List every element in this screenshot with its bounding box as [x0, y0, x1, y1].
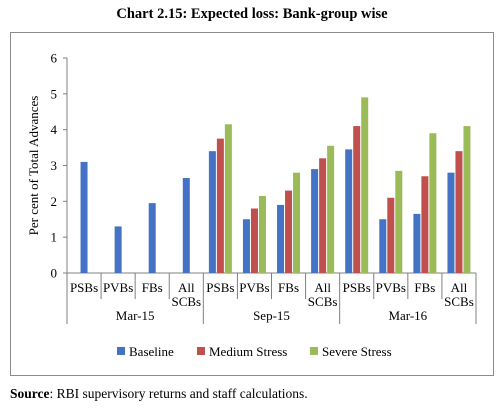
x-tick-label-1: PSBs — [70, 280, 98, 295]
bar-baseline-11 — [413, 213, 421, 273]
y-tick-label-6: 6 — [51, 51, 58, 66]
bar-baseline-6 — [242, 219, 250, 273]
group-label-3: Mar-16 — [388, 308, 427, 323]
bar-baseline-8 — [311, 169, 319, 273]
legend-label-severe-stress: Severe Stress — [322, 344, 392, 359]
bar-medium-stress-6 — [250, 208, 258, 273]
group-label-1: Mar-15 — [116, 308, 155, 323]
x-tick-label-5: PSBs — [206, 280, 234, 295]
source-note: Source: RBI supervisory returns and staf… — [10, 386, 308, 402]
bar-baseline-10 — [379, 219, 387, 273]
x-tick-label-12: All SCBs — [444, 280, 474, 309]
y-tick-label-5: 5 — [51, 86, 58, 101]
bar-severe-stress-5 — [224, 124, 232, 274]
x-tick-label-7: FBs — [278, 280, 299, 295]
x-tick-label-2: PVBs — [103, 280, 133, 295]
group-label-2: Sep-15 — [253, 308, 290, 323]
bar-medium-stress-7 — [285, 190, 293, 273]
bar-severe-stress-7 — [293, 172, 301, 273]
y-tick-label-2: 2 — [51, 194, 58, 209]
bar-medium-stress-5 — [216, 138, 224, 273]
bar-severe-stress-11 — [429, 133, 437, 273]
x-tick-label-4: All SCBs — [171, 280, 201, 309]
bar-severe-stress-8 — [327, 145, 335, 273]
bar-medium-stress-8 — [319, 158, 327, 273]
chart-title: Chart 2.15: Expected loss: Bank-group wi… — [116, 6, 388, 22]
legend-label-medium-stress: Medium Stress — [209, 344, 287, 359]
bar-severe-stress-12 — [463, 126, 471, 273]
bar-baseline-12 — [447, 172, 455, 273]
x-tick-label-11: FBs — [414, 280, 435, 295]
source-text: : RBI supervisory returns and staff calc… — [49, 386, 308, 401]
bar-severe-stress-6 — [258, 195, 266, 273]
x-tick-label-8: All SCBs — [308, 280, 338, 309]
bar-baseline-7 — [277, 204, 285, 273]
legend-swatch-severe-stress — [310, 347, 318, 355]
x-tick-label-3: FBs — [142, 280, 163, 295]
bar-severe-stress-9 — [361, 97, 369, 274]
legend-swatch-baseline — [117, 347, 125, 355]
bar-baseline-5 — [208, 151, 216, 273]
y-tick-label-1: 1 — [51, 230, 58, 245]
y-tick-label-0: 0 — [51, 266, 58, 281]
y-axis-label: Per cent of Total Advances — [26, 96, 41, 236]
legend-swatch-medium-stress — [197, 347, 205, 355]
bar-baseline-1 — [80, 161, 88, 273]
x-tick-label-9: PSBs — [343, 280, 371, 295]
legend-label-baseline: Baseline — [129, 344, 174, 359]
x-tick-label-10: PVBs — [376, 280, 406, 295]
bar-medium-stress-10 — [387, 197, 395, 273]
y-tick-label-4: 4 — [51, 122, 58, 137]
bar-medium-stress-9 — [353, 126, 361, 273]
bar-medium-stress-11 — [421, 176, 429, 273]
source-label: Source — [10, 386, 50, 401]
bar-baseline-9 — [345, 149, 353, 273]
x-tick-label-6: PVBs — [239, 280, 269, 295]
chart-frame — [10, 32, 494, 376]
bar-baseline-2 — [114, 226, 122, 273]
bar-severe-stress-10 — [395, 170, 403, 273]
bar-medium-stress-12 — [455, 151, 463, 273]
y-tick-label-3: 3 — [51, 158, 58, 173]
bar-baseline-4 — [182, 178, 190, 273]
bar-baseline-3 — [148, 203, 156, 273]
